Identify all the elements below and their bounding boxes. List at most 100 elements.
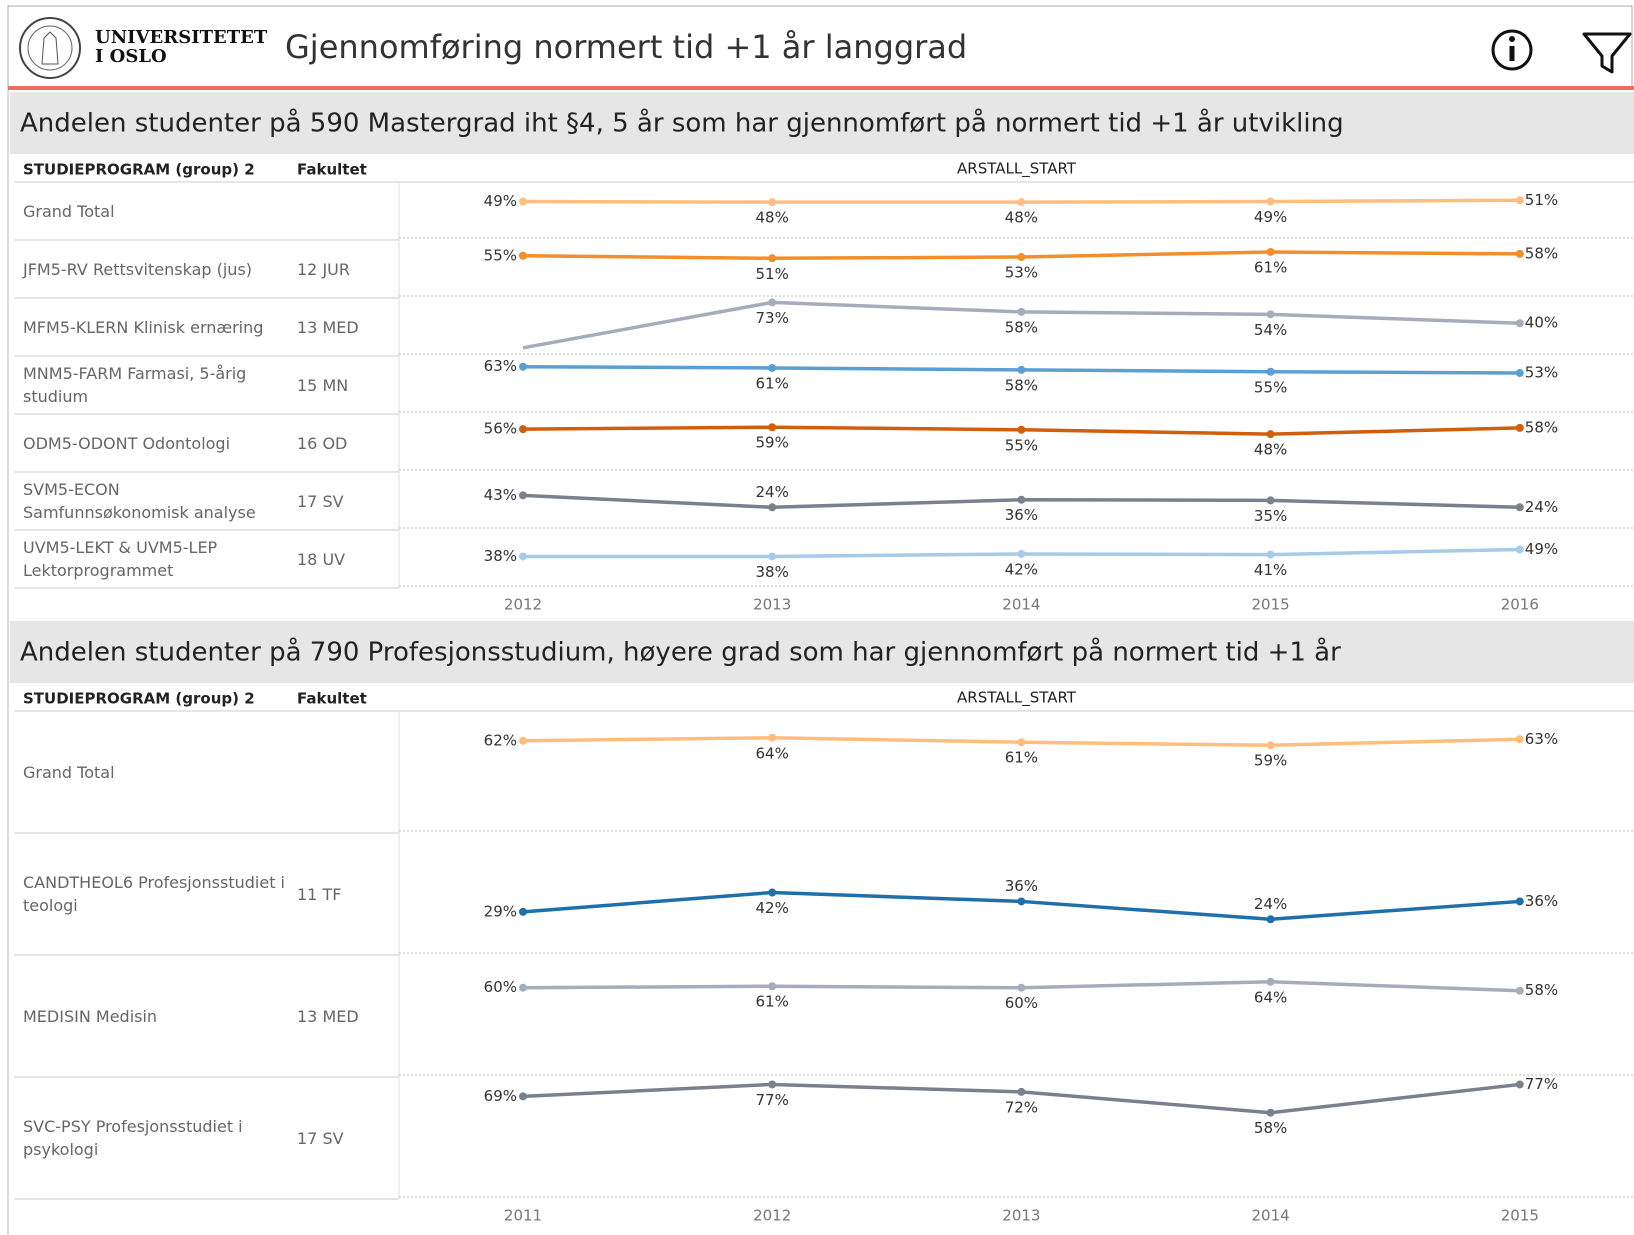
data-point (1515, 1080, 1524, 1089)
x-tick-label: 2016 (1501, 596, 1539, 614)
data-point (519, 251, 527, 260)
faculty-label: 13 MED (297, 317, 359, 337)
faculty-label: 15 MN (297, 375, 349, 395)
data-point (768, 298, 777, 307)
data-point (1266, 496, 1275, 505)
value-label: 58% (1005, 318, 1038, 336)
faculty-label: 17 SV (297, 1128, 344, 1148)
filter-icon[interactable] (1582, 32, 1632, 74)
x-tick-label: 2013 (753, 596, 791, 614)
value-label: 49% (1254, 208, 1287, 226)
value-label: 59% (756, 434, 789, 452)
value-label: 62% (484, 731, 517, 749)
series-line (522, 890, 1520, 922)
program-label: Grand Total (23, 201, 115, 221)
logo-text: I OSLO (95, 46, 167, 67)
value-label: 59% (1254, 752, 1287, 770)
value-label: 35% (1254, 507, 1287, 525)
info-icon-bar[interactable] (1509, 46, 1515, 61)
x-tick-label: 2015 (1252, 596, 1290, 614)
value-label: 24% (1254, 895, 1287, 913)
value-label: 54% (1254, 321, 1287, 339)
data-point (1017, 1087, 1026, 1096)
data-point (768, 982, 777, 991)
value-label: 58% (1005, 376, 1038, 394)
data-point (1266, 1108, 1275, 1117)
data-point (1515, 545, 1524, 554)
data-point (768, 423, 777, 432)
data-point (768, 363, 777, 372)
section-band (10, 92, 1634, 154)
value-label: 55% (1254, 378, 1287, 396)
value-label: 58% (1525, 418, 1558, 436)
data-point (1017, 897, 1026, 906)
data-point (1515, 249, 1524, 258)
value-label: 60% (484, 978, 517, 996)
data-point (768, 198, 777, 207)
value-label: 63% (1525, 730, 1558, 748)
x-tick-label: 2015 (1501, 1207, 1539, 1225)
faculty-label: 18 UV (297, 549, 346, 569)
dashboard-title: Gjennomføring normert tid +1 år langgrad (285, 28, 967, 66)
x-tick-label: 2012 (753, 1207, 791, 1225)
data-point (1266, 367, 1275, 376)
data-point (1515, 319, 1524, 328)
value-label: 72% (1005, 1098, 1038, 1116)
data-point (519, 425, 527, 434)
value-label: 58% (1525, 244, 1558, 262)
column-header: Fakultet (297, 161, 367, 179)
info-button[interactable] (1491, 29, 1533, 71)
data-point (1266, 550, 1275, 559)
data-point (519, 552, 527, 561)
value-label: 51% (756, 265, 789, 283)
data-point (1266, 915, 1275, 924)
data-point (519, 907, 527, 916)
value-label: 61% (756, 374, 789, 392)
info-icon-dot[interactable] (1509, 36, 1515, 42)
value-label: 36% (1005, 506, 1038, 524)
value-label: 51% (1525, 191, 1558, 209)
value-label: 73% (756, 309, 789, 327)
data-point (768, 733, 777, 742)
program-label: SVM5-ECON Samfunnsøkonomisk analyse (23, 480, 256, 522)
faculty-label: 12 JUR (297, 259, 350, 279)
data-point (1017, 425, 1026, 434)
data-point (1017, 738, 1026, 747)
column-header: Fakultet (297, 690, 367, 708)
data-point (1017, 253, 1026, 262)
data-point (768, 503, 777, 512)
data-point (1515, 897, 1524, 906)
section-band (10, 621, 1634, 683)
value-label: 56% (484, 420, 517, 438)
program-label: ODM5-ODONT Odontologi (23, 433, 231, 453)
data-point (1266, 430, 1275, 439)
data-point (1017, 983, 1026, 992)
value-label: 42% (756, 899, 789, 917)
data-point (1515, 423, 1524, 432)
value-label: 36% (1005, 877, 1038, 895)
column-header: STUDIEPROGRAM (group) 2 (23, 690, 255, 708)
x-tick-label: 2013 (1002, 1207, 1040, 1225)
program-label: CANDTHEOL6 Profesjonsstudiet i teologi (23, 873, 285, 915)
logo-figure (41, 31, 59, 65)
logo-text: UNIVERSITETET (95, 27, 268, 48)
program-label: SVC-PSY Profesjonsstudiet i psykologi (23, 1117, 243, 1159)
data-point (1266, 741, 1275, 750)
program-label: UVM5-LEKT & UVM5-LEP Lektorprogrammet (23, 538, 218, 580)
data-point (768, 254, 777, 263)
data-point (768, 888, 777, 897)
value-label: 43% (484, 486, 517, 504)
data-point (1515, 986, 1524, 995)
logo (19, 17, 81, 79)
data-point (1515, 503, 1524, 512)
value-label: 53% (1525, 364, 1558, 382)
value-label: 24% (1525, 498, 1558, 516)
data-point (519, 736, 527, 745)
info-icon[interactable] (1491, 29, 1533, 71)
data-point (519, 983, 527, 992)
data-point (1266, 977, 1275, 986)
data-point (768, 1080, 777, 1089)
value-label: 36% (1525, 892, 1558, 910)
data-point (1017, 307, 1026, 316)
